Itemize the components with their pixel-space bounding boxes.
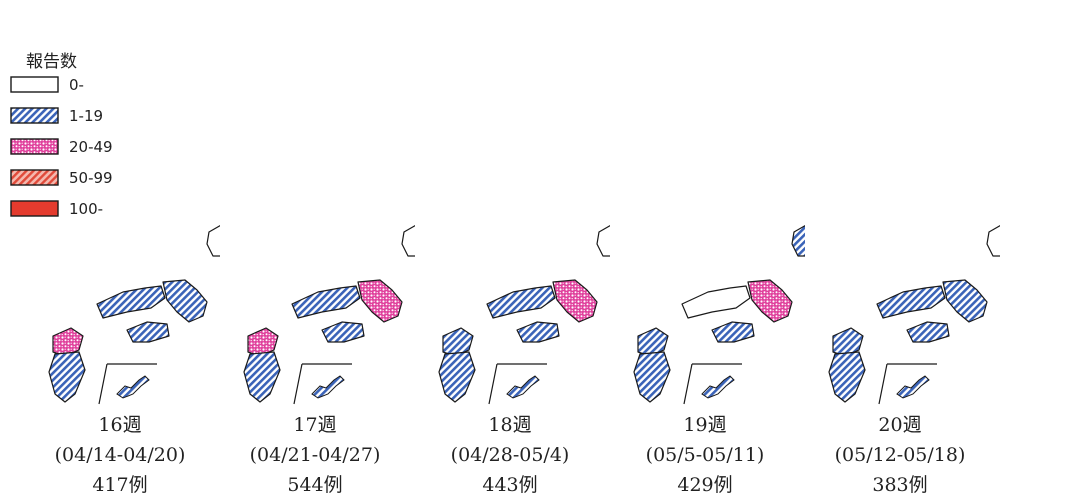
map-caption: 17週 (04/21-04/27) 544例 <box>215 410 415 500</box>
week-label: 20週 <box>878 414 922 436</box>
map-caption: 20週 (05/12-05/18) 383例 <box>800 410 1000 500</box>
japan-map <box>438 225 610 405</box>
date-range: (04/28-05/4) <box>450 444 570 466</box>
region-kinki <box>942 279 988 323</box>
region-kyushu_south <box>243 351 281 403</box>
week-label: 18週 <box>488 414 532 436</box>
case-count: 383例 <box>872 474 928 496</box>
legend-label: 50-99 <box>69 169 113 187</box>
case-count: 429例 <box>677 474 733 496</box>
legend-label: 1-19 <box>69 107 103 125</box>
okinawa-inset <box>293 363 352 405</box>
region-kyushu_south <box>828 351 866 403</box>
region-chugoku <box>486 285 556 319</box>
region-kyushu_north <box>52 327 84 357</box>
japan-map <box>48 225 220 405</box>
region-kyushu_north <box>637 327 669 357</box>
region-shikoku <box>126 321 170 343</box>
legend-swatch <box>10 169 59 186</box>
date-range: (04/21-04/27) <box>249 444 381 466</box>
okinawa-inset <box>98 363 157 405</box>
legend-item-c4: 100- <box>10 200 103 218</box>
week-label: 16週 <box>98 414 142 436</box>
japan-map <box>633 225 805 405</box>
region-kinki <box>357 279 403 323</box>
region-kinki <box>162 279 208 323</box>
case-count: 443例 <box>482 474 538 496</box>
legend-item-c1: 1-19 <box>10 107 103 125</box>
legend-title: 報告数 <box>26 52 77 72</box>
region-hokuriku <box>986 225 1000 257</box>
date-range: (05/12-05/18) <box>834 444 966 466</box>
okinawa-inset <box>683 363 742 405</box>
japan-map <box>243 225 415 405</box>
region-shikoku <box>321 321 365 343</box>
region-shikoku <box>711 321 755 343</box>
region-kinki <box>552 279 598 323</box>
legend-item-c3: 50-99 <box>10 169 113 187</box>
region-chugoku <box>96 285 166 319</box>
map-panel-week-17: 17週 (04/21-04/27) 544例 <box>215 0 415 504</box>
region-chugoku <box>291 285 361 319</box>
legend-swatch <box>10 138 59 155</box>
date-range: (04/14-04/20) <box>54 444 186 466</box>
region-kyushu_north <box>247 327 279 357</box>
case-count: 417例 <box>92 474 148 496</box>
region-kyushu_north <box>442 327 474 357</box>
legend-label: 20-49 <box>69 138 113 156</box>
legend-label: 100- <box>69 200 103 218</box>
map-panel-week-20: 20週 (05/12-05/18) 383例 <box>800 0 1000 504</box>
region-kinki <box>747 279 793 323</box>
region-kyushu_north <box>832 327 864 357</box>
legend-swatch <box>10 107 59 124</box>
region-hokuriku <box>596 225 610 257</box>
date-range: (05/5-05/11) <box>645 444 765 466</box>
legend-swatch <box>10 200 59 217</box>
week-label: 17週 <box>293 414 337 436</box>
region-chugoku <box>876 285 946 319</box>
map-caption: 16週 (04/14-04/20) 417例 <box>20 410 220 500</box>
map-caption: 19週 (05/5-05/11) 429例 <box>605 410 805 500</box>
map-panel-week-19: 19週 (05/5-05/11) 429例 <box>605 0 805 504</box>
region-hokuriku <box>206 225 220 257</box>
region-shikoku <box>516 321 560 343</box>
week-label: 19週 <box>683 414 727 436</box>
case-count: 544例 <box>287 474 343 496</box>
region-hokuriku <box>401 225 415 257</box>
region-kyushu_south <box>633 351 671 403</box>
japan-map <box>828 225 1000 405</box>
legend-item-c0: 0- <box>10 76 84 94</box>
map-panel-week-18: 18週 (04/28-05/4) 443例 <box>410 0 610 504</box>
okinawa-inset <box>878 363 937 405</box>
okinawa-inset <box>488 363 547 405</box>
region-kyushu_south <box>438 351 476 403</box>
region-hokuriku <box>791 225 805 257</box>
map-caption: 18週 (04/28-05/4) 443例 <box>410 410 610 500</box>
legend-label: 0- <box>69 76 84 94</box>
region-kyushu_south <box>48 351 86 403</box>
map-panel-week-16: 16週 (04/14-04/20) 417例 <box>20 0 220 504</box>
region-shikoku <box>906 321 950 343</box>
map-legend: 報告数 0- 1-19 20-49 50-99 100- <box>10 52 113 218</box>
legend-item-c2: 20-49 <box>10 138 113 156</box>
region-chugoku <box>681 285 751 319</box>
legend-swatch <box>10 76 59 93</box>
